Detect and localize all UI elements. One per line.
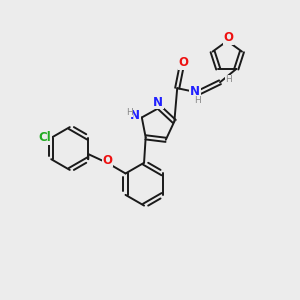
Text: N: N: [130, 110, 140, 122]
Text: H: H: [194, 97, 200, 106]
Text: N: N: [153, 96, 163, 109]
Text: O: O: [178, 56, 188, 69]
Text: H: H: [126, 108, 133, 117]
Text: H: H: [225, 75, 232, 84]
Text: Cl: Cl: [38, 131, 51, 144]
Text: O: O: [103, 154, 113, 166]
Text: O: O: [224, 32, 234, 44]
Text: N: N: [190, 85, 200, 98]
